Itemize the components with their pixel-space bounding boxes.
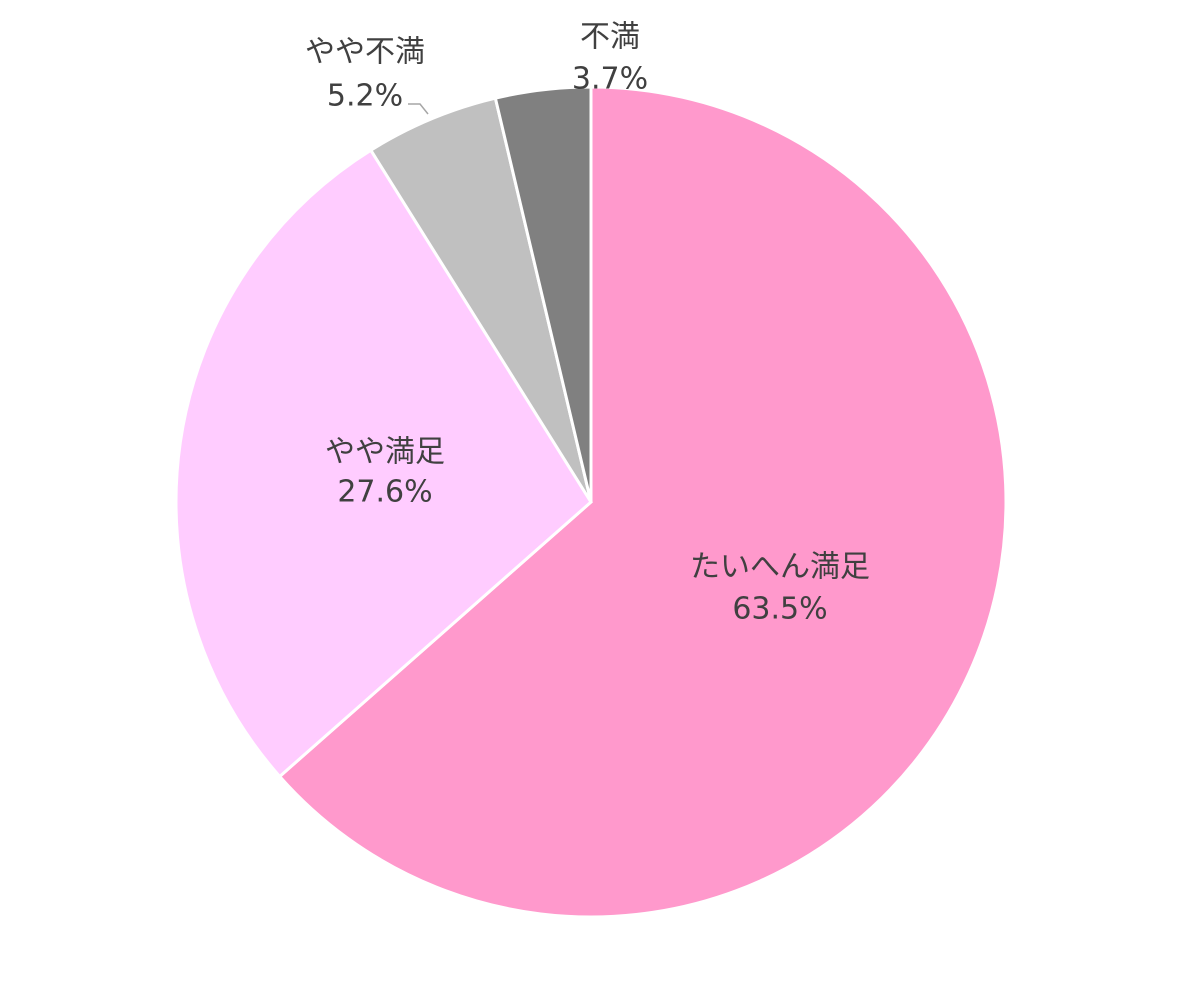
slice-label: 不満 [580,20,640,55]
value-label: 3.7% [572,62,648,97]
slice-label: やや満足 [325,435,445,470]
value-label: 5.2% [327,79,403,114]
value-label: 63.5% [732,592,827,627]
pie-slice [174,148,593,779]
leader-line [408,103,429,115]
slice-label: たいへん満足 [690,550,870,585]
pie-slice [493,85,593,503]
pie-slice [277,85,1008,919]
slice-label: やや不満 [305,35,425,70]
value-label: 27.6% [337,475,432,510]
